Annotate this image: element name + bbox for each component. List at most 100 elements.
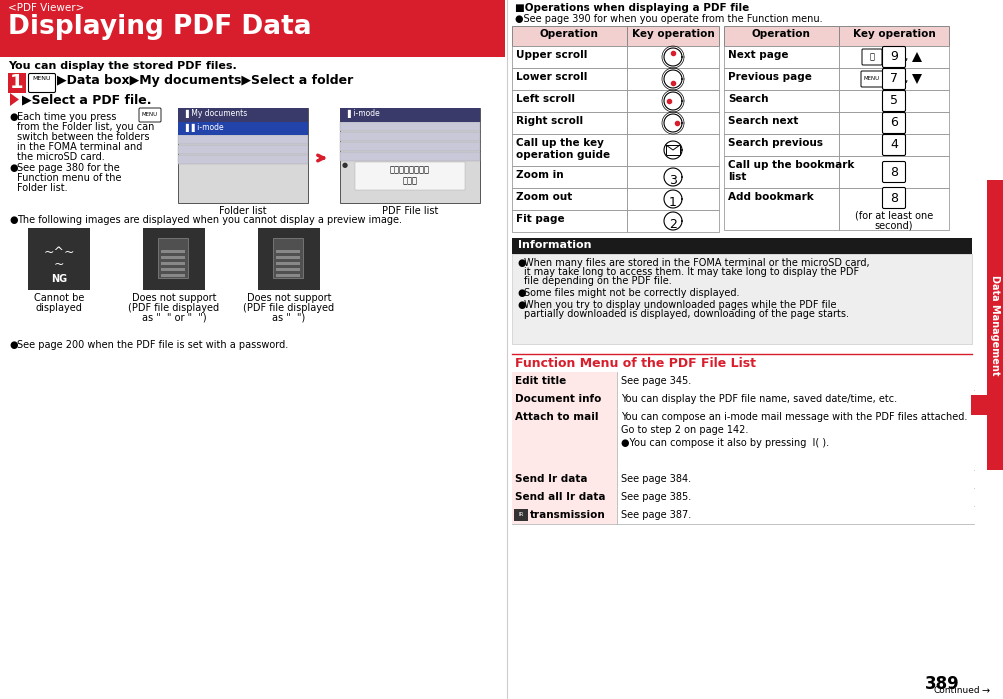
- Bar: [839, 188, 948, 230]
- Text: from the Folder list, you can: from the Folder list, you can: [17, 122, 154, 132]
- Text: 📷: 📷: [869, 52, 874, 62]
- Text: Operation: Operation: [751, 29, 809, 39]
- Bar: [617, 488, 973, 506]
- Bar: [512, 488, 617, 506]
- Text: When many files are stored in the FOMA terminal or the microSD card,: When many files are stored in the FOMA t…: [524, 258, 869, 268]
- Text: ▐ My documents: ▐ My documents: [183, 109, 247, 118]
- Bar: [617, 390, 973, 408]
- Bar: [178, 108, 308, 203]
- Bar: [627, 46, 718, 68]
- Text: Does not support: Does not support: [131, 293, 216, 303]
- Bar: [276, 274, 300, 277]
- Text: ●: ●: [517, 258, 525, 268]
- Bar: [617, 470, 973, 488]
- Polygon shape: [911, 52, 921, 62]
- Text: Some files might not be correctly displayed.: Some files might not be correctly displa…: [524, 288, 739, 298]
- Bar: [839, 90, 948, 112]
- Text: the microSD card.: the microSD card.: [17, 152, 104, 162]
- Bar: [512, 506, 617, 524]
- Text: NG: NG: [51, 274, 67, 284]
- Text: Call up the key
operation guide: Call up the key operation guide: [516, 138, 610, 160]
- FancyBboxPatch shape: [882, 90, 905, 112]
- FancyBboxPatch shape: [862, 49, 881, 65]
- Bar: [839, 46, 948, 68]
- Bar: [839, 68, 948, 90]
- Bar: [839, 156, 948, 188]
- Bar: [178, 145, 308, 154]
- Text: Attach to mail: Attach to mail: [515, 412, 598, 422]
- FancyBboxPatch shape: [882, 69, 905, 89]
- Bar: [510, 0, 1003, 699]
- Text: Key operation: Key operation: [852, 29, 935, 39]
- FancyBboxPatch shape: [138, 108, 160, 122]
- Bar: [627, 188, 718, 210]
- Text: Data Management: Data Management: [989, 275, 999, 375]
- Text: (PDF file displayed: (PDF file displayed: [243, 303, 334, 313]
- Text: 2: 2: [668, 218, 676, 231]
- Text: Fit page: Fit page: [516, 214, 564, 224]
- Bar: [627, 68, 718, 90]
- Text: ▐ i-mode: ▐ i-mode: [345, 109, 379, 118]
- Bar: [512, 134, 627, 166]
- Text: ●: ●: [9, 163, 17, 173]
- Bar: [340, 142, 479, 151]
- Bar: [723, 46, 839, 68]
- Bar: [512, 210, 627, 232]
- Bar: [723, 112, 839, 134]
- Text: The following images are displayed when you cannot display a preview image.: The following images are displayed when …: [17, 215, 401, 225]
- FancyBboxPatch shape: [28, 73, 55, 92]
- Bar: [627, 134, 718, 166]
- Text: Send Ir data: Send Ir data: [515, 474, 587, 484]
- Text: Cannot be: Cannot be: [34, 293, 84, 303]
- Text: 7: 7: [889, 73, 897, 85]
- Text: Search next: Search next: [727, 116, 797, 126]
- Bar: [512, 26, 627, 46]
- Text: Displaying PDF Data: Displaying PDF Data: [8, 14, 311, 40]
- Bar: [512, 254, 971, 344]
- Text: ▶Data box▶My documents▶Select a folder: ▶Data box▶My documents▶Select a folder: [57, 74, 353, 87]
- Bar: [627, 26, 718, 46]
- Bar: [723, 68, 839, 90]
- Bar: [512, 372, 617, 390]
- Text: Zoom out: Zoom out: [516, 192, 572, 202]
- Bar: [340, 122, 479, 131]
- Text: When you try to display undownloaded pages while the PDF file: When you try to display undownloaded pag…: [524, 300, 835, 310]
- Bar: [839, 112, 948, 134]
- Bar: [627, 210, 718, 232]
- Bar: [512, 188, 627, 210]
- Bar: [723, 134, 839, 156]
- Text: 8: 8: [889, 166, 897, 178]
- Text: Right scroll: Right scroll: [516, 116, 583, 126]
- Text: 8: 8: [889, 192, 897, 205]
- Bar: [512, 46, 627, 68]
- Text: See page 387.: See page 387.: [621, 510, 690, 520]
- Bar: [514, 509, 528, 521]
- Text: ●: ●: [9, 112, 17, 122]
- Text: Add bookmark: Add bookmark: [727, 192, 813, 202]
- Bar: [160, 274, 185, 277]
- Text: Information: Information: [518, 240, 591, 250]
- Text: Lower scroll: Lower scroll: [516, 72, 587, 82]
- Bar: [276, 268, 300, 271]
- Text: 6: 6: [890, 117, 897, 129]
- Text: Upper scroll: Upper scroll: [516, 50, 587, 60]
- Text: ~^~: ~^~: [43, 246, 74, 259]
- Text: 389: 389: [925, 675, 959, 693]
- Text: Zoom in: Zoom in: [516, 170, 563, 180]
- Bar: [160, 250, 185, 253]
- Text: 9: 9: [890, 50, 897, 64]
- Text: partially downloaded is displayed, downloading of the page starts.: partially downloaded is displayed, downl…: [524, 309, 849, 319]
- Text: ●See page 390 for when you operate from the Function menu.: ●See page 390 for when you operate from …: [515, 14, 821, 24]
- Bar: [160, 268, 185, 271]
- Bar: [0, 0, 505, 699]
- Text: Each time you press: Each time you press: [17, 112, 116, 122]
- Text: 1: 1: [668, 196, 676, 209]
- Bar: [723, 188, 839, 230]
- Bar: [35, 278, 85, 286]
- Text: Does not support: Does not support: [247, 293, 331, 303]
- Text: Send all Ir data: Send all Ir data: [515, 492, 605, 502]
- Bar: [617, 408, 973, 470]
- Bar: [142, 228, 205, 290]
- Text: 海外ご利用ガイド: 海外ご利用ガイド: [389, 165, 429, 174]
- Bar: [340, 152, 479, 161]
